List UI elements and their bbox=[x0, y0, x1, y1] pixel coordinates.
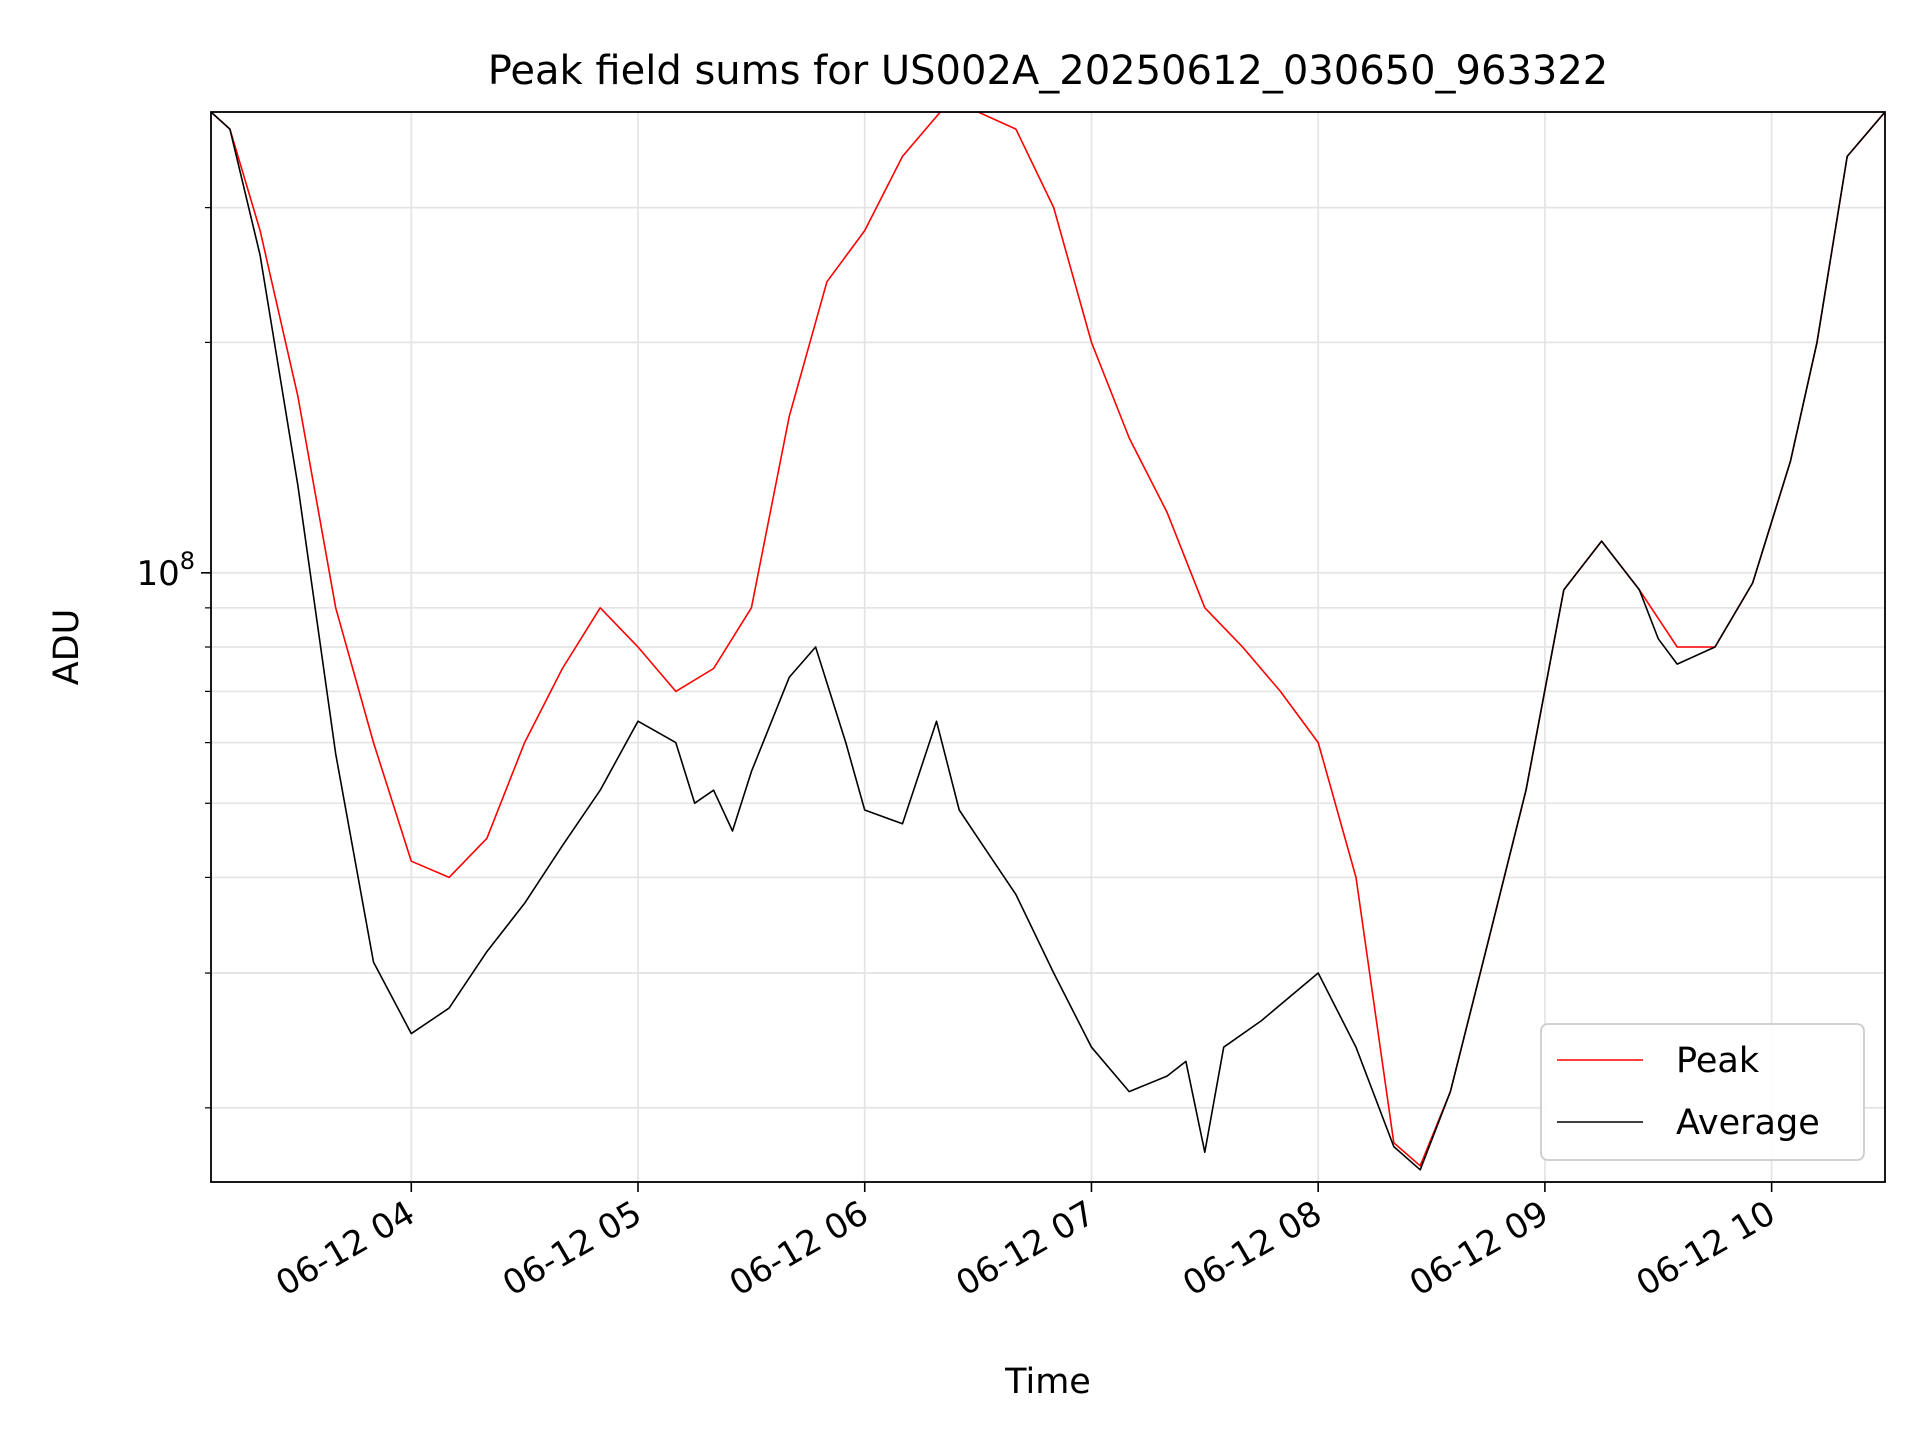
series-line-average bbox=[211, 112, 1885, 1171]
y-axis-label: ADU bbox=[47, 609, 87, 686]
legend-box bbox=[1540, 1023, 1865, 1161]
series-layer bbox=[211, 112, 1885, 1171]
chart-title: Peak field sums for US002A_20250612_0306… bbox=[488, 48, 1609, 94]
y-tick-label: 108 bbox=[136, 547, 195, 594]
x-axis-label: Time bbox=[1004, 1362, 1091, 1402]
grid bbox=[211, 112, 1885, 1182]
legend-peak-label: Peak bbox=[1676, 1041, 1760, 1081]
legend: Peak Average bbox=[1540, 1023, 1865, 1161]
legend-average-label: Average bbox=[1676, 1103, 1820, 1143]
